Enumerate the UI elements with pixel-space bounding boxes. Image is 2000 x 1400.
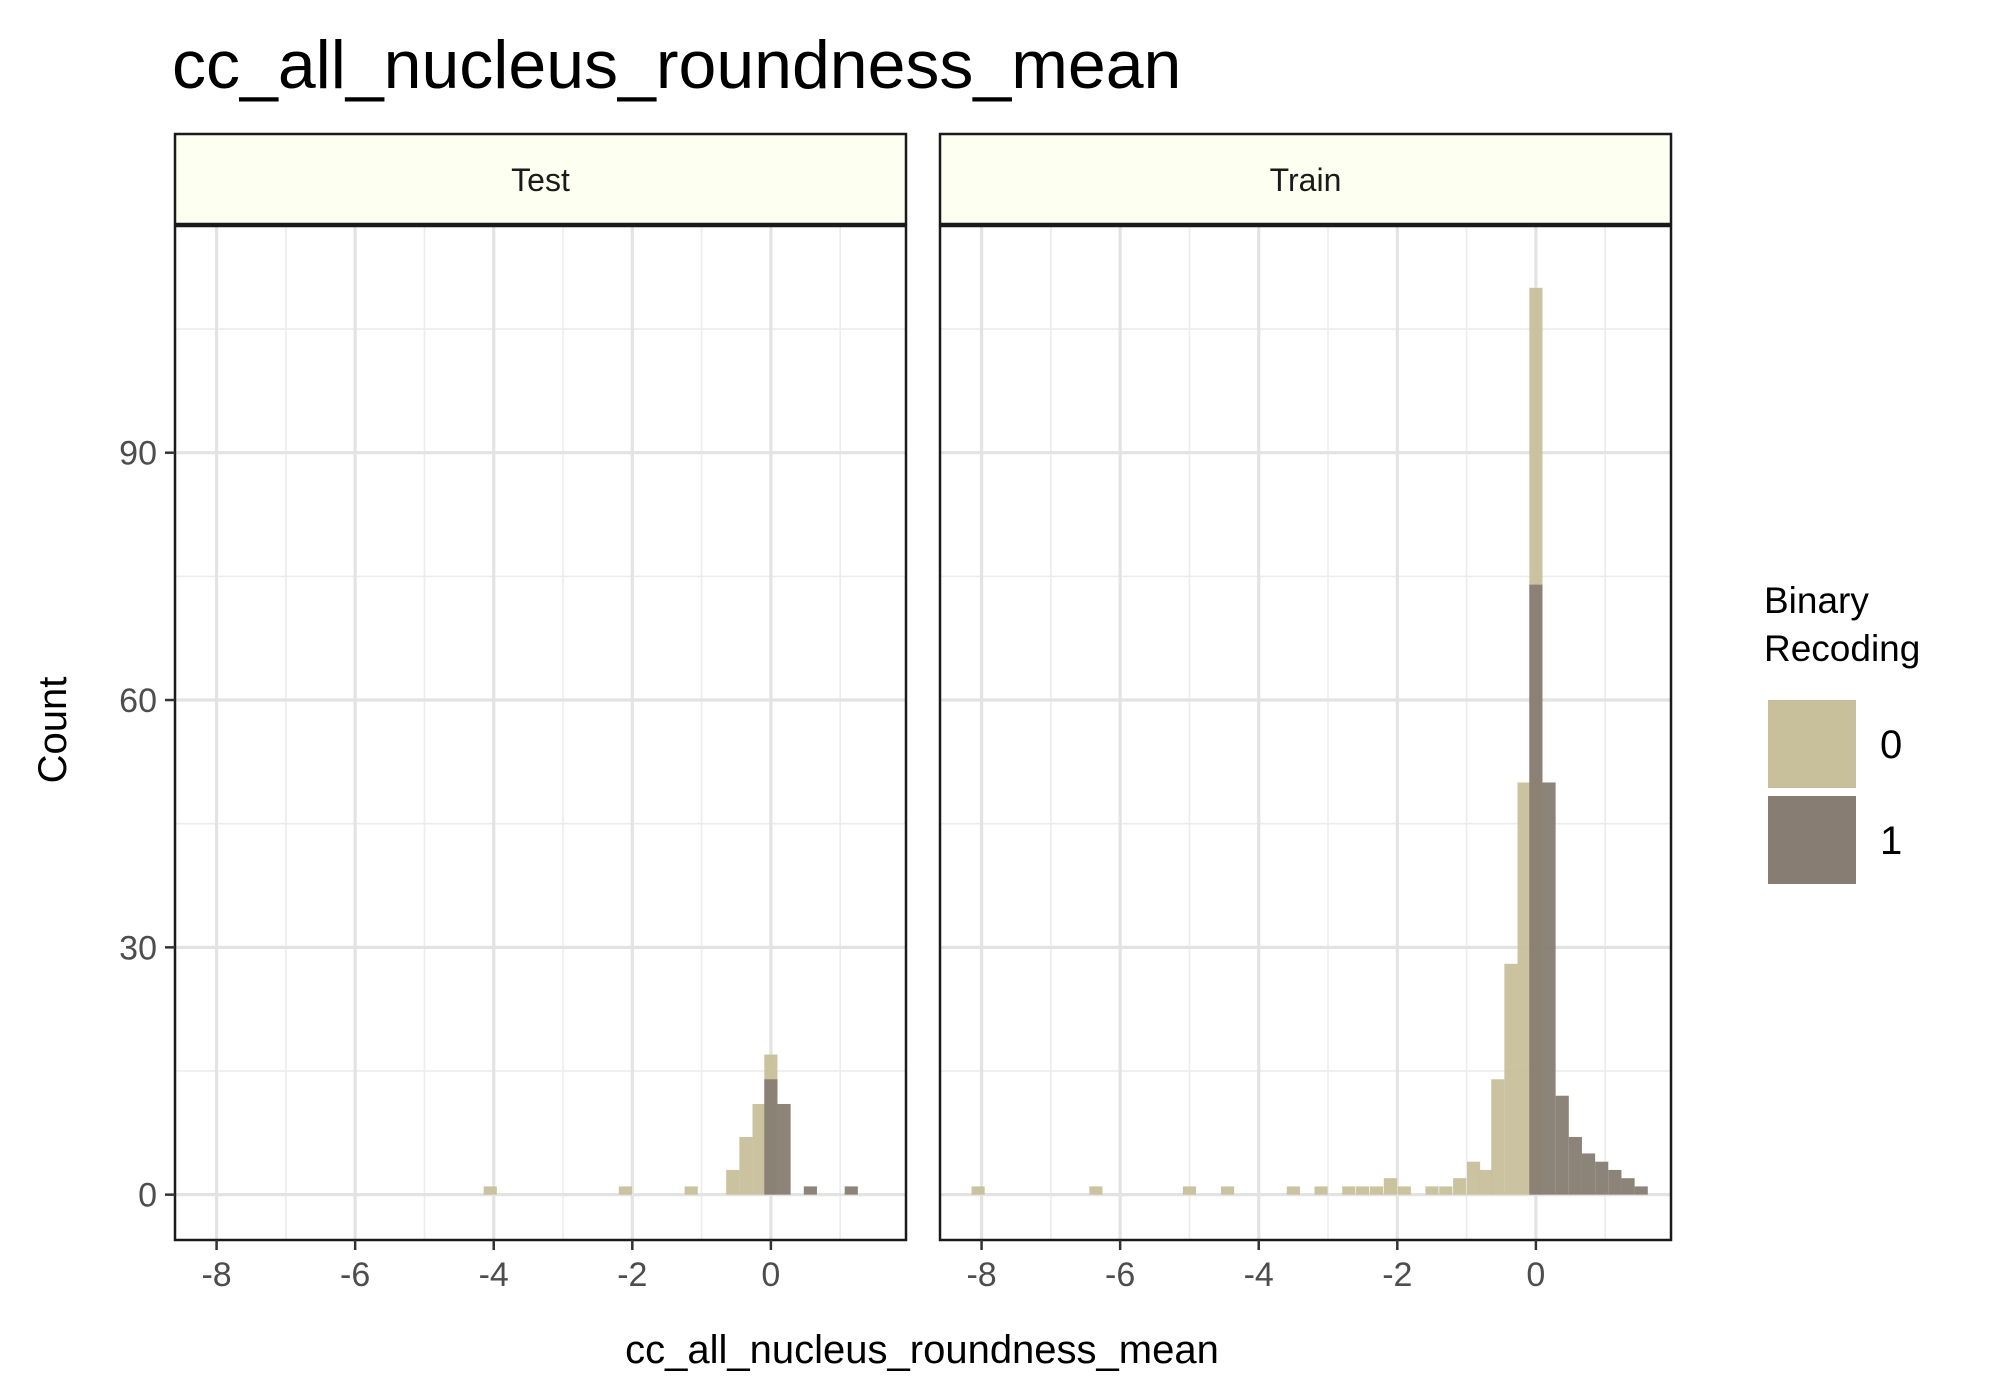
histogram-bar-train-series-1	[1621, 1178, 1635, 1195]
panel-background-train	[940, 226, 1671, 1240]
histogram-bar-train-series-0	[1182, 1186, 1197, 1195]
histogram-bar-train-series-0	[1383, 1178, 1397, 1195]
strip-label-train: Train	[1270, 162, 1342, 198]
strip-train	[938, 132, 1673, 226]
panel-train: Train -8 -6 -4 -2 0	[938, 132, 1673, 1294]
histogram-bar-test-series-0	[739, 1136, 753, 1195]
histogram-bar-train-series-0	[1286, 1186, 1300, 1195]
y-tick-label: 90	[119, 435, 157, 473]
histogram-bar-train-series-1	[1542, 782, 1556, 1195]
histogram-bar-train-series-1	[1581, 1153, 1596, 1195]
y-tick-label: 60	[119, 682, 157, 720]
panel-border-train	[938, 224, 1673, 1242]
y-axis-title: Count	[31, 677, 75, 784]
histogram-bar-train-series-1	[1529, 584, 1543, 1195]
panel-border-test	[173, 224, 908, 1242]
histogram-bar-test-series-0	[752, 1103, 766, 1195]
panel-background-test	[175, 226, 906, 1240]
legend-title-line-1: Binary	[1764, 580, 1869, 621]
histogram-bar-train-series-0	[1453, 1178, 1467, 1195]
x-tick-label: -2	[1382, 1256, 1412, 1294]
panel-test: Test -8 -6 -4 -2 0 0 30 60 90	[119, 132, 908, 1294]
histogram-bar-train-series-0	[1466, 1161, 1481, 1195]
histogram-bar-test-series-0	[726, 1169, 740, 1195]
legend-label-0: 0	[1880, 723, 1902, 767]
histogram-bar-train-series-0	[1425, 1186, 1439, 1195]
legend-key-0	[1768, 700, 1856, 788]
legend-label-1: 1	[1880, 819, 1902, 863]
legend-key-1	[1768, 796, 1856, 884]
legend: Binary Recoding 01	[1764, 580, 1920, 884]
histogram-bar-train-series-0	[1356, 1186, 1370, 1195]
legend-title: Binary Recoding	[1764, 580, 1920, 669]
histogram-bar-test-series-0	[684, 1186, 698, 1195]
chart-title: cc_all_nucleus_roundness_mean	[172, 27, 1181, 103]
histogram-bar-train-series-1	[1568, 1136, 1582, 1195]
histogram-bar-train-series-0	[1517, 782, 1531, 1195]
histogram-bar-train-series-1	[1634, 1186, 1648, 1195]
histogram-bar-test-series-1	[764, 1079, 778, 1195]
strip-label-test: Test	[511, 162, 570, 198]
histogram-bar-train-series-0	[1504, 963, 1518, 1195]
histogram-bar-train-series-0	[1342, 1186, 1356, 1195]
x-tick-label: 0	[1526, 1256, 1545, 1294]
x-tick-label: -8	[966, 1256, 996, 1294]
strip-test	[173, 132, 908, 226]
histogram-bar-test-series-1	[803, 1186, 817, 1195]
x-tick-label: -4	[1244, 1256, 1274, 1294]
x-axis-title: cc_all_nucleus_roundness_mean	[625, 1328, 1219, 1372]
histogram-bar-train-series-0	[1491, 1079, 1505, 1195]
y-tick-label: 30	[119, 929, 157, 967]
histogram-bar-train-series-0	[1220, 1186, 1235, 1195]
histogram-bar-train-series-0	[1397, 1186, 1411, 1195]
legend-title-line-2: Recoding	[1764, 628, 1920, 669]
histogram-bar-test-series-0	[618, 1186, 632, 1195]
histogram-bar-train-series-1	[1555, 1095, 1569, 1195]
x-tick-label: -8	[201, 1256, 231, 1294]
x-tick-label: -4	[479, 1256, 509, 1294]
x-tick-label: -6	[340, 1256, 370, 1294]
histogram-bar-train-series-0	[1439, 1186, 1453, 1195]
histogram-bar-train-series-1	[1608, 1169, 1622, 1195]
histogram-bar-train-series-0	[1314, 1186, 1328, 1195]
x-tick-label: 0	[761, 1256, 780, 1294]
histogram-bar-test-series-0	[483, 1186, 497, 1195]
histogram-bar-train-series-0	[1369, 1186, 1384, 1195]
histogram-bar-train-series-1	[1595, 1161, 1609, 1195]
histogram-bar-test-series-1	[777, 1103, 791, 1195]
x-tick-label: -2	[617, 1256, 647, 1294]
histogram-bar-train-series-0	[971, 1186, 985, 1195]
histogram-bar-test-series-1	[844, 1186, 858, 1195]
histogram-bar-train-series-0	[1479, 1169, 1493, 1195]
y-tick-label: 0	[138, 1177, 157, 1215]
legend-entries: 01	[1768, 700, 1902, 884]
panels-layer: Test -8 -6 -4 -2 0 0 30 60 90 Train -8 -6 -4 -2 0	[119, 132, 1673, 1294]
histogram-bar-train-series-0	[1089, 1186, 1103, 1195]
x-tick-label: -6	[1105, 1256, 1135, 1294]
